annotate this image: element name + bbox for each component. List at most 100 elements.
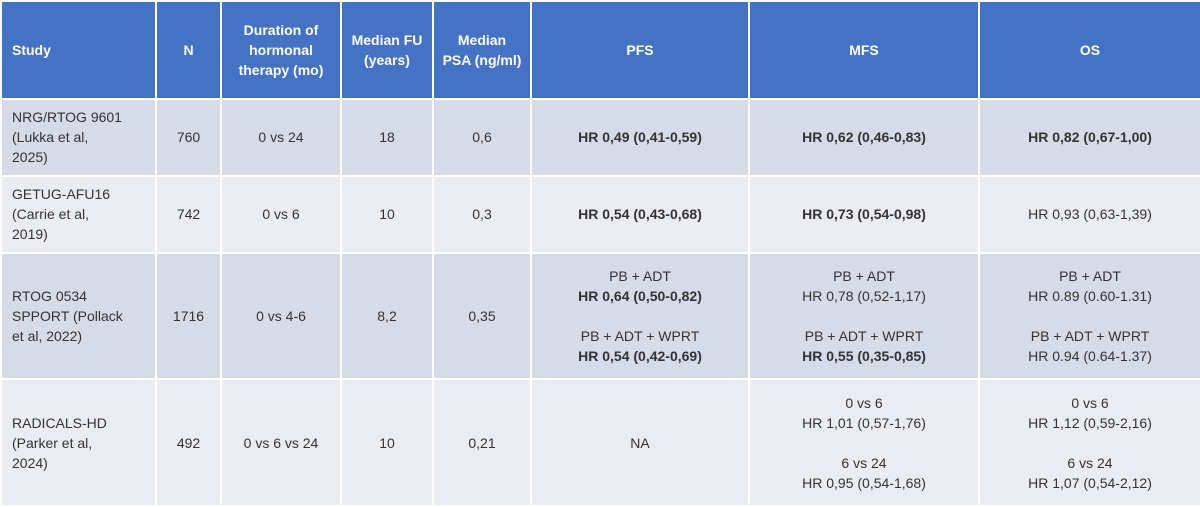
cell-group: 10 bbox=[350, 433, 424, 453]
table-row: RADICALS-HD (Parker et al, 2024) 492 0 vs 6 … bbox=[0, 378, 1200, 507]
table-cell: 0,21 bbox=[432, 378, 532, 507]
table-cell: RADICALS-HD (Parker et al, 2024) bbox=[0, 378, 157, 507]
table-cell: 0 vs 6 HR 1,01 (0,57-1,76) 6 vs 24 HR 0,95 … bbox=[748, 378, 980, 507]
cell-group: RTOG 0534 SPPORT (Pollack et al, 2022) bbox=[12, 286, 147, 346]
cell-line: 0,35 bbox=[468, 308, 496, 325]
cell-line: HR 1,07 (0,54-2,12) bbox=[1028, 474, 1152, 491]
cell-line: 0 vs 6 vs 24 bbox=[243, 434, 319, 451]
header-cell: N bbox=[155, 0, 222, 100]
cell-line: HR 0,49 (0,41-0,59) bbox=[578, 129, 702, 146]
cell-group: HR 0,93 (0,63-1,39) bbox=[988, 204, 1192, 224]
table-cell: 0,6 bbox=[432, 98, 532, 177]
cell-line: PB + ADT bbox=[609, 268, 671, 285]
table-cell: 0 vs 24 bbox=[220, 98, 342, 177]
cell-line: HR 0,93 (0,63-1,39) bbox=[1028, 206, 1152, 223]
cell-group: HR 0,49 (0,41-0,59) bbox=[540, 127, 740, 147]
cell-line: NA bbox=[630, 434, 650, 451]
table-row: NRG/RTOG 9601 (Lukka et al, 2025) 760 0 vs 2… bbox=[0, 98, 1200, 177]
cell-group: HR 0,82 (0,67-1,00) bbox=[988, 127, 1192, 147]
cell-group: 1716 bbox=[165, 306, 212, 326]
header-cell: PFS bbox=[530, 0, 750, 100]
cell-group: HR 0,62 (0,46-0,83) bbox=[758, 127, 970, 147]
cell-group: 0 vs 24 bbox=[230, 127, 332, 147]
cell-line: 0,21 bbox=[468, 434, 496, 451]
cell-group: 0 vs 6 vs 24 bbox=[230, 433, 332, 453]
cell-line: HR 0,55 (0,35-0,85) bbox=[802, 348, 926, 365]
cell-line: 8,2 bbox=[377, 308, 397, 325]
cell-line: 0 vs 4-6 bbox=[256, 308, 306, 325]
cell-group: 10 bbox=[350, 204, 424, 224]
cell-line: 0 vs 6 bbox=[262, 206, 300, 223]
cell-group: 742 bbox=[165, 204, 212, 224]
header-cell: Median PSA (ng/ml) bbox=[432, 0, 532, 100]
table-cell: NRG/RTOG 9601 (Lukka et al, 2025) bbox=[0, 98, 157, 177]
cell-group: 0 vs 6 HR 1,01 (0,57-1,76) bbox=[758, 393, 970, 433]
cell-group: 0,21 bbox=[442, 433, 522, 453]
cell-line: 2024) bbox=[12, 454, 48, 471]
cell-line: HR 0.94 (0.64-1.37) bbox=[1028, 348, 1152, 365]
cell-line: PB + ADT + WPRT bbox=[580, 328, 700, 345]
cell-group: 0 vs 6 bbox=[230, 204, 332, 224]
cell-group: RADICALS-HD (Parker et al, 2024) bbox=[12, 413, 147, 473]
cell-group: NA bbox=[540, 433, 740, 453]
table-cell: 0,3 bbox=[432, 174, 532, 254]
table-body: NRG/RTOG 9601 (Lukka et al, 2025) 760 0 vs 2… bbox=[0, 98, 1200, 507]
cell-line: PB + ADT + WPRT bbox=[804, 328, 924, 345]
cell-line: HR 0,54 (0,42-0,69) bbox=[578, 348, 702, 365]
cell-line: 760 bbox=[176, 129, 201, 146]
cell-line: SPPORT (Pollack bbox=[12, 308, 123, 325]
cell-group: PB + ADT HR 0,78 (0,52-1,17) bbox=[758, 266, 970, 306]
cell-line: 0 vs 6 bbox=[845, 394, 883, 411]
cell-line: HR 0,64 (0,50-0,82) bbox=[578, 288, 702, 305]
table-cell: HR 0,73 (0,54-0,98) bbox=[748, 174, 980, 254]
table-cell: NA bbox=[530, 378, 750, 507]
cell-line: 742 bbox=[176, 206, 201, 223]
cell-line: PB + ADT bbox=[1059, 268, 1121, 285]
table-cell: 10 bbox=[340, 378, 434, 507]
table-row: RTOG 0534 SPPORT (Pollack et al, 2022) 1716… bbox=[0, 251, 1200, 381]
cell-line: (Carrie et al, bbox=[12, 206, 90, 223]
table-cell: GETUG-AFU16 (Carrie et al, 2019) bbox=[0, 174, 157, 254]
cell-line: PB + ADT + WPRT bbox=[1030, 328, 1150, 345]
table-cell: HR 0,93 (0,63-1,39) bbox=[978, 174, 1200, 254]
cell-group: PB + ADT + WPRT HR 0,55 (0,35-0,85) bbox=[758, 326, 970, 366]
cell-group: HR 0,73 (0,54-0,98) bbox=[758, 204, 970, 224]
cell-line: 0,6 bbox=[472, 129, 492, 146]
cell-line: 2019) bbox=[12, 226, 48, 243]
table-cell: 10 bbox=[340, 174, 434, 254]
cell-line: HR 0,54 (0,43-0,68) bbox=[578, 206, 702, 223]
cell-line: 2025) bbox=[12, 149, 48, 166]
table-cell: HR 0,54 (0,43-0,68) bbox=[530, 174, 750, 254]
table-cell: PB + ADT HR 0,78 (0,52-1,17) PB + ADT + WP… bbox=[748, 251, 980, 381]
cell-line: (Lukka et al, bbox=[12, 129, 89, 146]
table-cell: 492 bbox=[155, 378, 222, 507]
cell-line: HR 0.89 (0.60-1.31) bbox=[1028, 288, 1152, 305]
cell-group: 760 bbox=[165, 127, 212, 147]
table-cell: 0 vs 4-6 bbox=[220, 251, 342, 381]
table-cell: HR 0,62 (0,46-0,83) bbox=[748, 98, 980, 177]
table-cell: 0 vs 6 HR 1,12 (0,59-2,16) 6 vs 24 HR 1,07 … bbox=[978, 378, 1200, 507]
cell-group: 0 vs 6 HR 1,12 (0,59-2,16) bbox=[988, 393, 1192, 433]
cell-line: 492 bbox=[176, 434, 201, 451]
cell-group: 0 vs 4-6 bbox=[230, 306, 332, 326]
cell-group: 492 bbox=[165, 433, 212, 453]
table-row: GETUG-AFU16 (Carrie et al, 2019) 742 0 vs 6 1… bbox=[0, 174, 1200, 254]
cell-group: HR 0,54 (0,43-0,68) bbox=[540, 204, 740, 224]
cell-line: PB + ADT bbox=[833, 268, 895, 285]
cell-group: PB + ADT HR 0,64 (0,50-0,82) bbox=[540, 266, 740, 306]
table-cell: RTOG 0534 SPPORT (Pollack et al, 2022) bbox=[0, 251, 157, 381]
table-cell: 0 vs 6 bbox=[220, 174, 342, 254]
table-cell: 0 vs 6 vs 24 bbox=[220, 378, 342, 507]
table-cell: 760 bbox=[155, 98, 222, 177]
cell-group: 0,6 bbox=[442, 127, 522, 147]
table-cell: 742 bbox=[155, 174, 222, 254]
header-cell: MFS bbox=[748, 0, 980, 100]
header-cell: Study bbox=[0, 0, 157, 100]
cell-line: HR 0,62 (0,46-0,83) bbox=[802, 129, 926, 146]
cell-line: et al, 2022) bbox=[12, 328, 83, 345]
cell-group: 18 bbox=[350, 127, 424, 147]
cell-line: NRG/RTOG 9601 bbox=[12, 109, 122, 126]
cell-line: (Parker et al, bbox=[12, 434, 93, 451]
cell-line: RADICALS-HD bbox=[12, 414, 107, 431]
cell-line: 0 vs 24 bbox=[258, 129, 304, 146]
